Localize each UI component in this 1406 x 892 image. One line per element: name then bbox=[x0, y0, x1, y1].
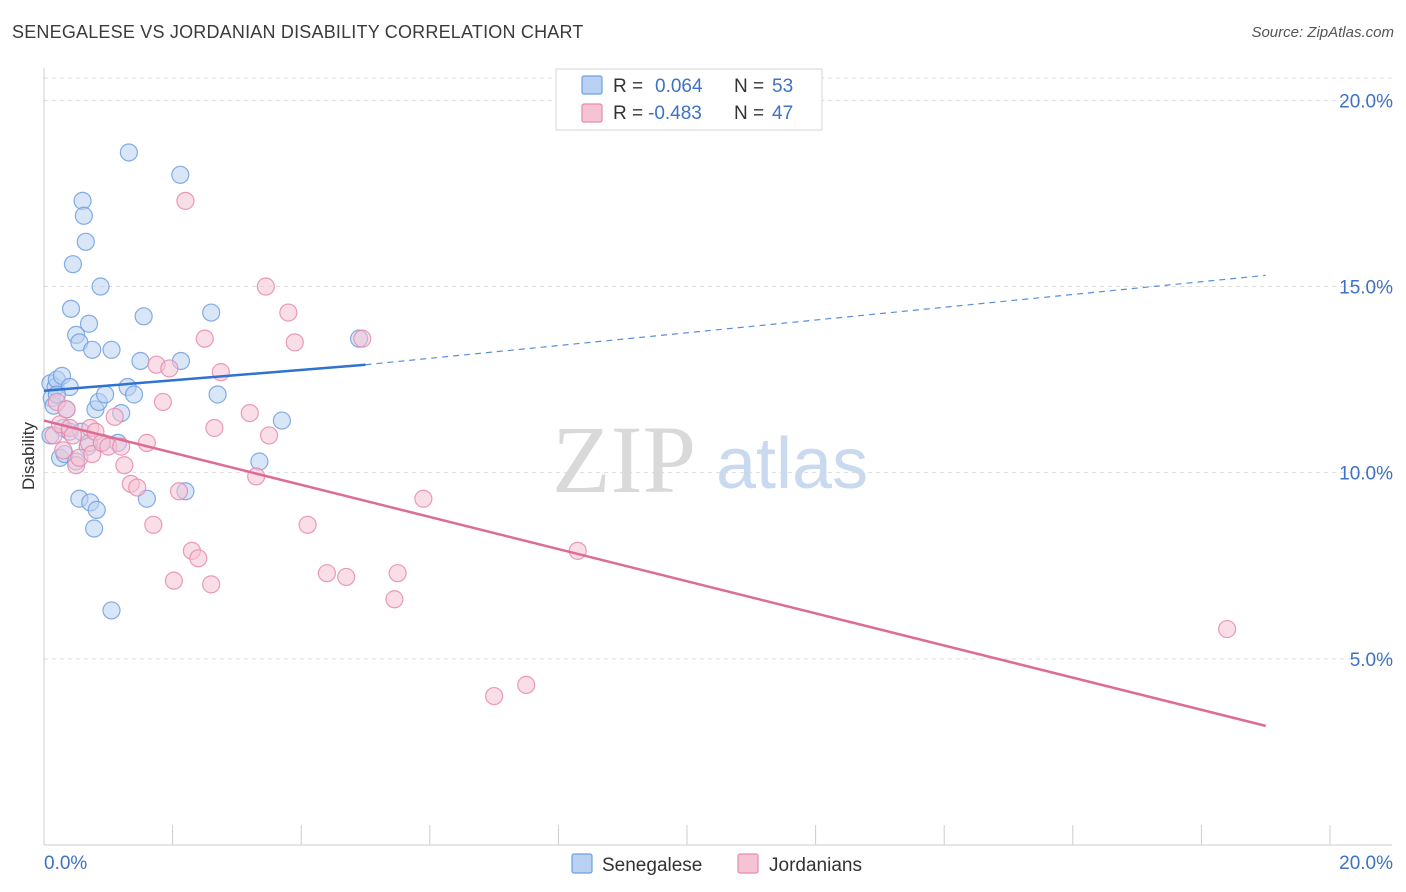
jordanians-point bbox=[57, 400, 76, 419]
senegalese-point bbox=[74, 206, 93, 225]
jordanians-point bbox=[485, 686, 504, 706]
jordanians-point bbox=[259, 426, 279, 445]
jordanians-point bbox=[279, 303, 298, 322]
jordanians-point bbox=[169, 482, 189, 501]
jordanians-point bbox=[385, 590, 404, 609]
series-legend-label-jordanians: Jordanians bbox=[769, 855, 862, 876]
legend-swatch-senegalese bbox=[581, 75, 603, 95]
watermark-zip: ZIP bbox=[552, 406, 696, 513]
legend-n-label-1: N = bbox=[734, 76, 764, 97]
trend-lines bbox=[43, 274, 1267, 728]
jordanians-point bbox=[256, 277, 275, 296]
jordanians-point bbox=[1218, 619, 1237, 639]
jordanians-trend-line bbox=[43, 419, 1267, 728]
jordanians-point bbox=[112, 437, 131, 456]
correlation-legend: R = 0.064 N = 53 R = -0.483 N = 47 bbox=[555, 68, 823, 131]
jordanians-point bbox=[144, 515, 163, 534]
senegalese-point bbox=[87, 500, 106, 520]
jordanians-point bbox=[568, 541, 587, 560]
x-tick-label: 0.0% bbox=[44, 853, 87, 874]
y-tick-label: 20.0% bbox=[1339, 91, 1393, 112]
senegalese-trend-line bbox=[43, 363, 366, 393]
senegalese-point bbox=[134, 307, 153, 326]
watermark-atlas: atlas bbox=[716, 424, 868, 504]
chart-source: Source: ZipAtlas.com bbox=[1251, 24, 1394, 41]
y-axis-label: Disability bbox=[19, 421, 38, 490]
senegalese-point bbox=[85, 519, 104, 538]
jordanians-point bbox=[153, 392, 173, 412]
senegalese-point bbox=[83, 340, 102, 359]
jordanians-point bbox=[105, 407, 124, 426]
y-tick-label: 5.0% bbox=[1350, 650, 1393, 671]
jordanians-point bbox=[337, 567, 356, 587]
jordanians-point bbox=[54, 441, 73, 460]
legend-n-value-2: 47 bbox=[772, 103, 793, 124]
jordanians-point bbox=[353, 329, 372, 348]
tick-labels: 5.0% 10.0% 15.0% 20.0% 0.0% 20.0% bbox=[44, 91, 1393, 874]
jordanians-point bbox=[176, 191, 195, 210]
senegalese-point bbox=[250, 452, 269, 471]
jordanians-point bbox=[164, 571, 183, 590]
jordanians-point bbox=[205, 418, 224, 438]
legend-n-value-1: 53 bbox=[772, 76, 793, 97]
senegalese-point bbox=[91, 277, 110, 296]
senegalese-point bbox=[202, 303, 221, 322]
senegalese-trend-extension bbox=[365, 274, 1266, 366]
legend-n-label-2: N = bbox=[734, 103, 764, 124]
senegalese-point bbox=[131, 351, 150, 371]
jordanians-point bbox=[195, 329, 214, 348]
senegalese-point bbox=[272, 411, 292, 430]
y-tick-label: 10.0% bbox=[1339, 464, 1393, 485]
senegalese-point bbox=[95, 385, 115, 404]
jordanians-point bbox=[202, 575, 221, 594]
legend-swatch-jordanians bbox=[581, 103, 603, 123]
jordanians-point bbox=[414, 489, 433, 508]
senegalese-point bbox=[63, 255, 83, 274]
senegalese-point bbox=[102, 340, 121, 359]
jordanians-point bbox=[160, 359, 179, 378]
jordanians-point bbox=[388, 564, 407, 583]
jordanians-point bbox=[240, 403, 259, 423]
series-legend-swatch-jordanians bbox=[737, 853, 759, 874]
chart-title: SENEGALESE VS JORDANIAN DISABILITY CORRE… bbox=[12, 22, 584, 42]
senegalese-point bbox=[119, 143, 138, 162]
legend-r-label-1: R = bbox=[613, 76, 643, 97]
senegalese-point bbox=[79, 314, 99, 333]
jordanians-point bbox=[285, 333, 304, 352]
x-tick-label: 20.0% bbox=[1339, 853, 1393, 874]
y-tick-label: 15.0% bbox=[1339, 278, 1393, 299]
legend-r-value-2: -0.483 bbox=[648, 103, 702, 124]
senegalese-point bbox=[102, 601, 121, 620]
jordanians-point bbox=[517, 675, 536, 694]
senegalese-point bbox=[76, 232, 95, 251]
axes bbox=[43, 68, 1392, 846]
senegalese-point bbox=[208, 385, 227, 404]
series-legend-label-senegalese: Senegalese bbox=[602, 855, 702, 876]
jordanians-point bbox=[128, 478, 147, 497]
jordanians-point bbox=[298, 515, 317, 534]
legend-r-label-2: R = bbox=[613, 103, 643, 124]
senegalese-point bbox=[61, 299, 81, 318]
watermark: ZIP atlas bbox=[552, 406, 868, 513]
jordanians-point bbox=[317, 564, 337, 583]
legend-r-value-1: 0.064 bbox=[655, 76, 703, 97]
series-legend-swatch-senegalese bbox=[571, 853, 593, 874]
senegalese-point bbox=[171, 165, 190, 184]
data-points bbox=[41, 143, 1237, 706]
grid-lines bbox=[44, 77, 1392, 660]
series-legend: Senegalese Jordanians bbox=[571, 853, 862, 876]
jordanians-point bbox=[115, 456, 134, 475]
jordanians-point bbox=[189, 549, 208, 568]
jordanians-point bbox=[247, 467, 266, 486]
senegalese-point bbox=[124, 385, 144, 404]
